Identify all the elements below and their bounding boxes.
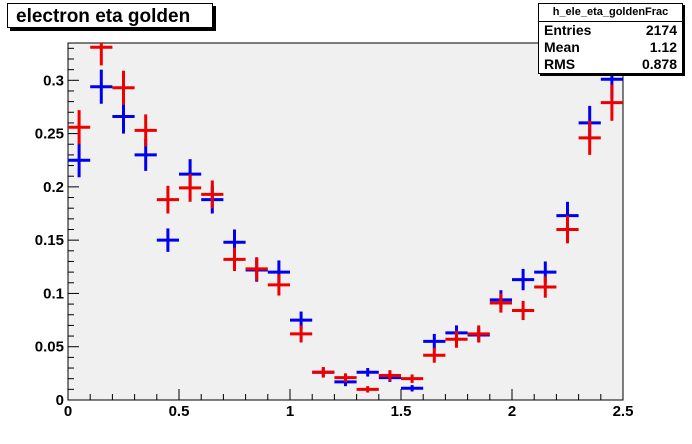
data-point: [378, 370, 401, 381]
plot-title: electron eta golden: [7, 3, 213, 28]
data-point: [312, 366, 335, 378]
data-point: [112, 70, 135, 105]
x-tick-label: 1: [286, 403, 294, 420]
data-point: [401, 374, 424, 383]
data-point: [334, 373, 357, 382]
stats-label: Entries: [544, 22, 592, 38]
data-point: [68, 110, 91, 145]
data-point: [112, 99, 135, 134]
axes: 0 0.5 1 1.5 2 2.5 0 0.05 0.1 0.15 0.2 0.25 0.3: [35, 47, 634, 420]
y-tick-label: 0.1: [43, 285, 64, 302]
data-point: [512, 268, 535, 291]
x-tick-label: 0: [64, 403, 72, 420]
data-point: [90, 69, 113, 104]
data-point: [179, 174, 202, 202]
data-point: [423, 347, 446, 363]
data-point: [90, 43, 113, 66]
data-point: [401, 385, 424, 392]
data-point: [356, 386, 379, 393]
data-point: [68, 143, 91, 178]
y-tick-label: 0.3: [43, 72, 64, 89]
data-point: [134, 114, 157, 147]
data-point: [445, 330, 468, 348]
stats-label: RMS: [544, 56, 576, 72]
data-point: [512, 300, 535, 321]
x-tick-label: 2.5: [613, 403, 634, 420]
stats-row-rms: RMS 0.878: [539, 56, 682, 73]
stats-value: 0.878: [641, 56, 677, 72]
data-point: [156, 185, 179, 214]
plot-frame: [67, 42, 624, 401]
data-point: [156, 228, 179, 252]
data-point: [201, 180, 224, 209]
x-tick-label: 1.5: [391, 403, 412, 420]
y-tick-label: 0.05: [35, 339, 64, 356]
stats-row-entries: Entries 2174: [539, 22, 682, 39]
stats-value: 2174: [645, 22, 677, 38]
data-point: [600, 84, 623, 121]
stats-row-mean: Mean 1.12: [539, 39, 682, 56]
data-point: [467, 325, 490, 343]
data-point: [423, 333, 446, 349]
data-point: [223, 247, 246, 272]
y-tick-label: 0.15: [35, 232, 64, 249]
data-point: [356, 368, 379, 377]
y-tick-label: 0.2: [43, 179, 64, 196]
y-tick-label: 0: [56, 392, 64, 409]
data-point: [534, 276, 557, 298]
stats-value: 1.12: [649, 39, 677, 55]
x-tick-label: 0.5: [169, 403, 190, 420]
data-point: [489, 293, 512, 313]
data-markers: [68, 43, 623, 393]
stats-label: Mean: [544, 39, 580, 55]
x-tick-label: 2: [508, 403, 516, 420]
stats-histogram-name: h_ele_eta_goldenFrac: [539, 4, 682, 22]
series-markers: [68, 43, 623, 393]
data-point: [578, 120, 601, 155]
data-point: [290, 325, 313, 343]
y-tick-label: 0.25: [35, 126, 64, 143]
data-point: [556, 215, 579, 244]
data-point: [245, 257, 268, 281]
stats-box: h_ele_eta_goldenFrac Entries 2174 Mean 1…: [538, 3, 683, 74]
data-point: [267, 274, 290, 296]
